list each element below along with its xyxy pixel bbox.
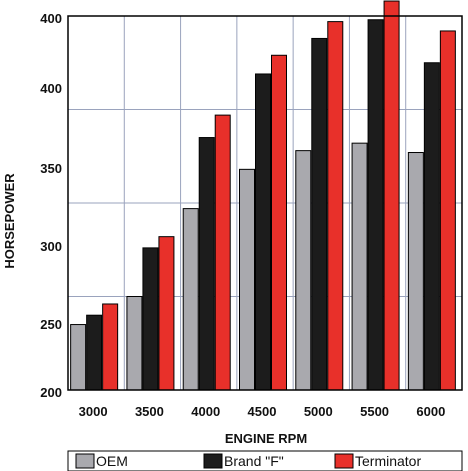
bar-oem-4500 (239, 168, 255, 391)
plot-border (67, 15, 463, 391)
chart-bars (70, 0, 456, 391)
bar-oem-5500 (351, 142, 368, 391)
bar-terminator-4500 (271, 54, 287, 391)
legend-label: Terminator (355, 453, 421, 469)
bar-brandf-5000 (311, 37, 328, 391)
y-tick-label: 400 (40, 11, 62, 26)
legend: OEM Brand "F" Terminator (67, 450, 463, 471)
x-tick-label: 3000 (79, 404, 108, 419)
bar-terminator-6000 (439, 30, 456, 391)
legend-swatch (75, 453, 95, 469)
x-tick-label: 4500 (248, 404, 277, 419)
y-tick-label: 300 (40, 239, 62, 254)
x-tick-label: 5000 (304, 404, 333, 419)
bar-brandf-6000 (423, 62, 440, 391)
x-tick-label: 5500 (360, 404, 389, 419)
legend-label: OEM (96, 453, 128, 469)
y-tick-label: 350 (40, 161, 62, 176)
legend-swatch (334, 453, 354, 469)
y-tick-label: 250 (40, 317, 62, 332)
bar-oem-3000 (70, 324, 87, 391)
bar-terminator-4000 (214, 114, 231, 391)
bar-brandf-4500 (255, 73, 271, 391)
bar-oem-4000 (182, 208, 199, 391)
x-tick-label: 6000 (416, 404, 445, 419)
bar-brandf-4000 (198, 137, 215, 391)
legend-label: Brand "F" (224, 453, 284, 469)
legend-swatch (203, 453, 223, 469)
y-tick-label: 200 (40, 385, 62, 400)
x-axis-ticks: 3000 3500 4000 4500 5000 5500 6000 (79, 404, 446, 419)
plot-frame (67, 15, 463, 391)
legend-box (67, 450, 463, 471)
bar-terminator-5000 (327, 21, 344, 391)
y-axis-ticks: 200 250 300 350 400 400 (40, 11, 62, 400)
bar-brandf-3500 (142, 247, 159, 391)
bar-terminator-3000 (102, 303, 119, 391)
bar-brandf-3000 (86, 314, 103, 391)
bar-terminator-3500 (158, 236, 175, 391)
bar-terminator-5500 (383, 0, 400, 391)
bar-brandf-5500 (367, 19, 384, 391)
bar-oem-6000 (407, 152, 424, 391)
bar-oem-3500 (126, 296, 143, 391)
x-axis-title: ENGINE RPM (225, 431, 307, 446)
y-axis-title: HORSEPOWER (2, 173, 17, 269)
y-tick-label: 400 (40, 81, 62, 96)
x-tick-label: 3500 (135, 404, 164, 419)
x-tick-label: 4000 (191, 404, 220, 419)
bar-oem-5000 (295, 150, 312, 391)
